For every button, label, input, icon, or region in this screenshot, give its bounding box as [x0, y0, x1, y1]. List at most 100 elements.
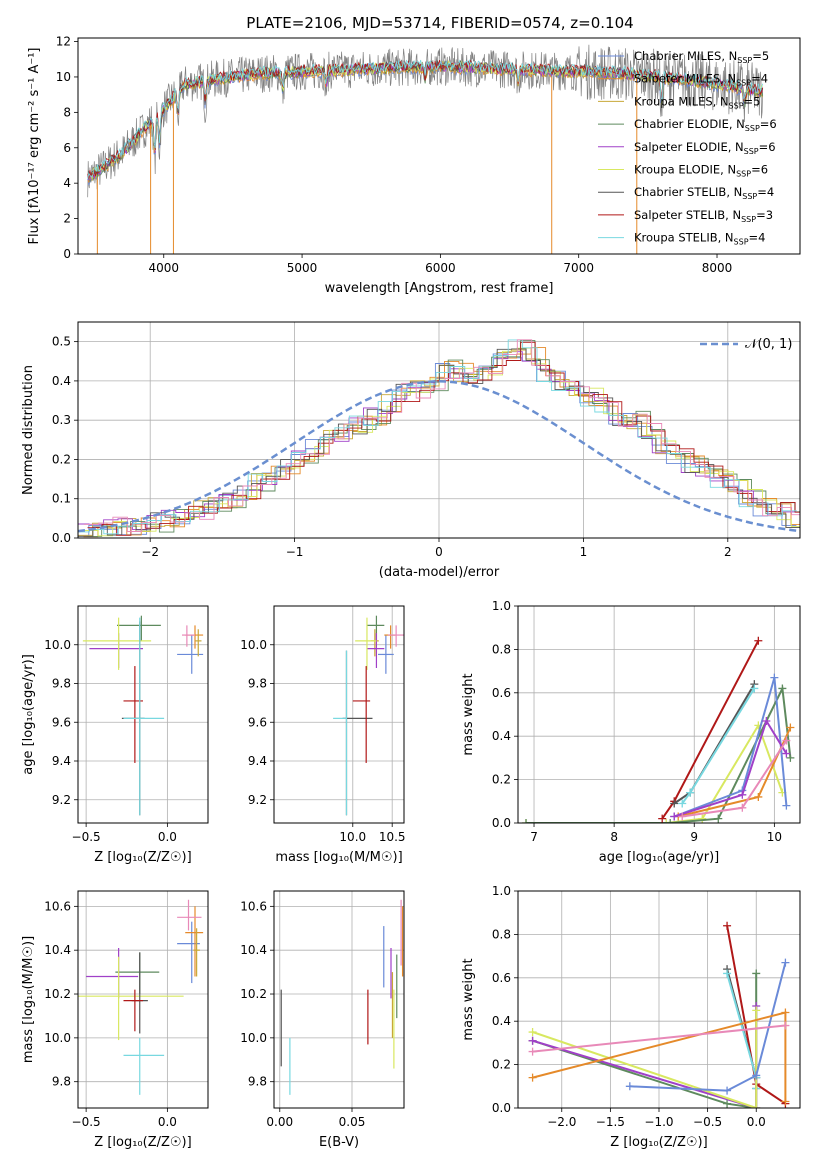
y-tick-label: 0.5 [52, 335, 71, 349]
y-tick-label: 0.2 [52, 452, 71, 466]
weight-marker-salpeter_miles [781, 1097, 790, 1106]
weight-marker-chabrier_miles [770, 673, 779, 682]
y-axis-label: mass [log₁₀(M/M☉)] [21, 936, 36, 1063]
legend-label: Kroupa ELODIE, NSSP=6 [634, 163, 768, 179]
weight-marker-salpeter_stelib [723, 921, 732, 930]
x-tick-label: 4000 [148, 261, 179, 275]
x-tick-label: −0.5 [693, 1115, 722, 1129]
weight-line-pink [532, 1024, 786, 1053]
y-tick-label: 0.2 [492, 773, 511, 787]
y-tick-label: 4 [63, 176, 71, 190]
y-tick-label: 12 [56, 35, 71, 49]
weight-marker-kroupa_stelib [750, 684, 759, 693]
x-tick-label: −2.0 [547, 1115, 576, 1129]
weight-marker-pink [738, 803, 747, 812]
x-tick-label: 0.0 [747, 1115, 766, 1129]
axes-frame [517, 605, 801, 824]
axes-frame [273, 605, 405, 824]
weight-marker-kroupa_stelib [723, 969, 732, 978]
legend-label: Salpeter STELIB, NSSP=3 [634, 208, 773, 224]
x-axis-label: mass [log₁₀(M/M☉)] [275, 850, 402, 865]
x-axis-label: (data-model)/error [379, 565, 500, 580]
weight-line-salpeter_elodie [673, 718, 788, 818]
chart-mass_age: 10.0 10.5 9.2 9.4 9.6 9.8 10.0 mass [log₁₀(M/M☉… [240, 605, 406, 865]
y-tick-label: 10.6 [240, 899, 267, 913]
plot-area [280, 899, 404, 1095]
y-tick-label: 9.8 [248, 677, 267, 691]
x-tick-label: 10 [767, 830, 782, 844]
legend-label: Chabrier STELIB, NSSP=4 [634, 185, 774, 201]
weight-marker-kroupa_elodie [752, 1104, 761, 1108]
x-tick-label: 0.0 [158, 830, 177, 844]
axes-frame [77, 890, 209, 1109]
axes-frame [273, 890, 405, 1109]
y-tick-label: 9.4 [248, 754, 267, 768]
chart-z_age: −0.5 0.0 9.2 9.4 9.6 9.8 10.0 Z [log₁₀(Z/Z☉)] ag… [21, 605, 209, 865]
weight-marker-pink [678, 812, 687, 821]
x-tick-label: 0.05 [339, 1115, 366, 1129]
x-tick-label: −0.5 [72, 1115, 101, 1129]
x-tick-label: 8 [610, 830, 618, 844]
chart-age_weight: 7 8 9 10 0.0 0.2 0.4 0.6 0.8 1.0 age [log₁₀(age/yr… [461, 599, 801, 865]
legend: Chabrier MILES, NSSP=5 Salpeter MILES, NS… [598, 49, 777, 247]
weight-line-salpeter_miles [677, 727, 792, 818]
x-tick-label: 2 [724, 545, 732, 559]
y-tick-label: 9.4 [52, 754, 71, 768]
weight-marker-salpeter_miles [754, 792, 763, 801]
weight-marker-pink [528, 1047, 537, 1056]
y-tick-label: 9.8 [248, 1075, 267, 1089]
weight-marker-salpeter_elodie [738, 790, 747, 799]
y-tick-label: 0.0 [52, 531, 71, 545]
weight-marker-chabrier_elodie [786, 753, 795, 762]
weight-marker-kroupa_elodie [698, 814, 707, 823]
weight-marker-kroupa_elodie [662, 819, 671, 823]
weight-marker-chabrier_elodie [714, 814, 723, 823]
weight-line-chabrier_miles [629, 962, 787, 1092]
x-tick-label: 6000 [425, 261, 456, 275]
y-tick-label: 0 [63, 247, 71, 261]
y-axis-label: Normed distribution [21, 365, 36, 495]
x-axis-label: Z [log₁₀(Z/Z☉)] [94, 1135, 191, 1150]
weight-marker-chabrier_miles [781, 958, 790, 967]
weight-marker-salpeter_elodie [762, 717, 771, 726]
x-tick-label: 7000 [563, 261, 594, 275]
plot-area [528, 921, 790, 1108]
legend-label: Chabrier ELODIE, NSSP=6 [634, 117, 777, 133]
plot-area [78, 899, 204, 1095]
x-tick-label: 10.0 [339, 830, 366, 844]
y-axis-label: mass weight [461, 958, 476, 1040]
y-tick-label: 0.4 [492, 729, 511, 743]
plot-area [87, 44, 764, 254]
histogram-chabrier_elodie [87, 340, 800, 537]
y-tick-label: 0.2 [492, 1058, 511, 1072]
y-tick-label: 0.6 [492, 686, 511, 700]
y-tick-label: 9.6 [248, 715, 267, 729]
y-tick-label: 10.0 [44, 1031, 71, 1045]
weight-marker-chabrier_elodie [752, 969, 761, 978]
y-tick-label: 9.8 [52, 677, 71, 691]
histogram-salpeter_miles [83, 347, 800, 538]
weight-marker-salpeter_miles [786, 723, 795, 732]
weight-marker-salpeter_stelib [658, 814, 667, 823]
weight-marker-salpeter_elodie [782, 749, 791, 758]
weight-marker-chabrier_miles [752, 1071, 761, 1080]
x-axis-label: Z [log₁₀(Z/Z☉)] [94, 850, 191, 865]
y-tick-label: 9.6 [52, 715, 71, 729]
weight-line-chabrier_elodie [526, 685, 792, 823]
weight-marker-salpeter_stelib [754, 636, 763, 645]
chart-z_mass: −0.5 0.0 9.8 10.0 10.2 10.4 10.6 Z [log₁₀(Z/Z☉)… [21, 890, 209, 1150]
y-tick-label: 10.0 [44, 638, 71, 652]
y-tick-label: 8 [63, 105, 71, 119]
weight-marker-pink [782, 736, 791, 745]
y-tick-label: 10.0 [240, 638, 267, 652]
y-tick-label: 0.8 [492, 642, 511, 656]
y-tick-label: 0.4 [492, 1014, 511, 1028]
histogram-kroupa_stelib [78, 339, 797, 535]
y-tick-label: 0.8 [492, 927, 511, 941]
y-tick-label: 2 [63, 212, 71, 226]
chart-spectrum: 4000 5000 6000 7000 8000 0 2 4 6 8 10 12 wavelength … [27, 35, 801, 296]
y-tick-label: 9.2 [52, 793, 71, 807]
x-tick-label: 0 [435, 545, 443, 559]
weight-marker-salpeter_elodie [528, 1036, 537, 1045]
